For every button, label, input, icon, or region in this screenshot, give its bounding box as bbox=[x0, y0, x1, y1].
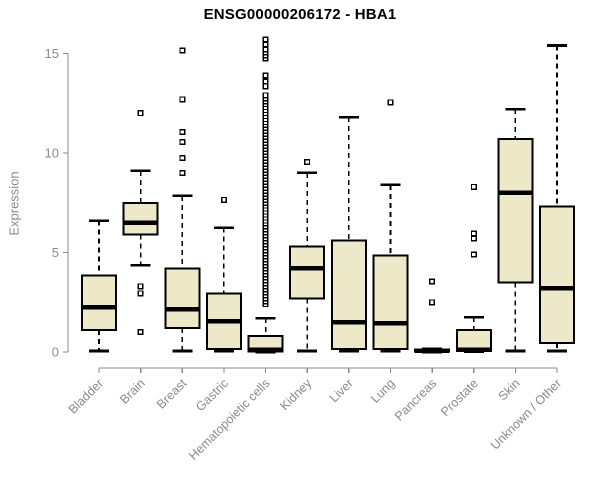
outlier-brain bbox=[137, 110, 144, 117]
x-tick-label: Prostate bbox=[438, 376, 481, 419]
box-skin bbox=[497, 138, 534, 284]
y-tick-label: 5 bbox=[52, 245, 59, 260]
outlier-breast bbox=[179, 96, 186, 103]
x-tick-label: Kidney bbox=[277, 376, 314, 413]
x-tick-label: Liver bbox=[327, 376, 356, 405]
y-tick-label: 0 bbox=[52, 345, 59, 360]
x-tick-label: Gastric bbox=[193, 376, 231, 414]
outlier-lung bbox=[387, 99, 394, 106]
x-tick-label: Skin bbox=[495, 376, 522, 403]
outlier-breast bbox=[179, 47, 186, 54]
outlier-brain bbox=[137, 290, 144, 297]
x-tick-label: Lung bbox=[368, 376, 398, 406]
x-tick-label: Brain bbox=[117, 376, 148, 407]
y-tick-label: 10 bbox=[45, 146, 59, 161]
x-tick-label: Pancreas bbox=[392, 376, 439, 423]
outlier-pancreas bbox=[429, 299, 436, 306]
x-tick-label: Breast bbox=[154, 376, 190, 412]
outlier-prostate bbox=[470, 235, 477, 242]
box-brain bbox=[122, 201, 159, 236]
outlier-prostate bbox=[470, 251, 477, 258]
outlier-hematopoietic-cells bbox=[262, 78, 269, 85]
box-lung bbox=[372, 254, 409, 351]
outlier-breast bbox=[179, 139, 186, 146]
outlier-brain bbox=[137, 283, 144, 290]
x-tick-label: Bladder bbox=[66, 376, 106, 416]
outlier-hematopoietic-cells bbox=[262, 36, 269, 43]
outlier-hematopoietic-cells bbox=[262, 92, 269, 99]
chart-title: ENSG00000206172 - HBA1 bbox=[203, 6, 397, 23]
x-tick-label: Hematopoietic cells bbox=[186, 376, 273, 463]
outlier-breast bbox=[179, 129, 186, 136]
outlier-breast bbox=[179, 154, 186, 161]
outlier-hematopoietic-cells bbox=[262, 46, 269, 53]
outlier-prostate bbox=[470, 230, 477, 237]
outlier-kidney bbox=[304, 158, 311, 165]
outlier-hematopoietic-cells bbox=[262, 83, 269, 90]
box-liver bbox=[330, 239, 367, 351]
box-breast bbox=[164, 267, 201, 330]
x-tick-label: Unknown / Other bbox=[488, 376, 564, 452]
box-bladder bbox=[81, 274, 117, 332]
y-tick-label: 15 bbox=[45, 46, 59, 61]
outlier-hematopoietic-cells bbox=[262, 72, 269, 79]
outlier-breast bbox=[179, 169, 186, 176]
outlier-prostate bbox=[470, 183, 477, 190]
outlier-brain bbox=[137, 329, 144, 336]
outlier-pancreas bbox=[429, 278, 436, 285]
box-kidney bbox=[289, 245, 326, 300]
outlier-hematopoietic-cells bbox=[262, 41, 269, 48]
outlier-gastric bbox=[220, 196, 227, 203]
box-unknown-other bbox=[539, 205, 576, 345]
